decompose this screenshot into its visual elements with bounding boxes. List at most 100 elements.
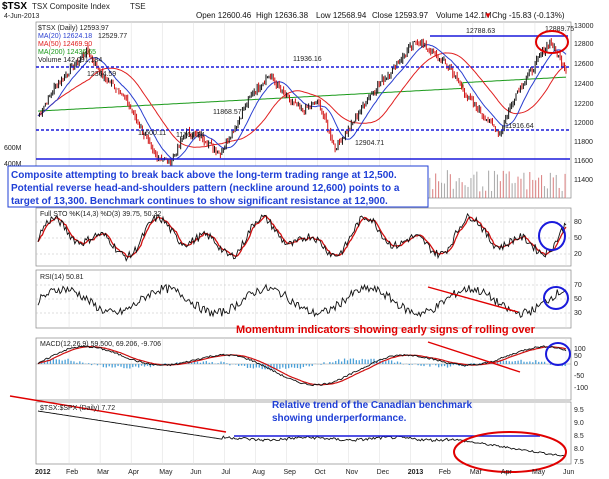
volume-bar [435, 173, 437, 198]
macd-hist-bar [88, 363, 90, 364]
macd-hist-bar [396, 361, 399, 364]
macd-hist-bar [58, 359, 60, 364]
macd-legend: MACD(12,26,9) 59.500, 69.206, -9.706 [40, 341, 161, 348]
macd-hist-bar [90, 364, 93, 366]
macd-hist-bar [61, 360, 63, 364]
macd-hist-bar [285, 364, 287, 369]
macd-hist-bar [361, 358, 363, 364]
macd-hist-bar [511, 361, 513, 364]
macd-hist-bar [282, 364, 284, 368]
volume-bar [526, 189, 528, 198]
sto-tick-50: 50 [574, 235, 582, 242]
legend-price: $TSX (Daily) 12593.97 [38, 25, 109, 32]
xtick-apr: Apr [501, 469, 513, 476]
xtick-2012: 2012 [35, 469, 51, 476]
macd-hist-bar [290, 364, 293, 368]
macd-hist-bar [220, 361, 222, 364]
macd-hist-bar [514, 361, 516, 364]
macd-hist-bar [70, 360, 72, 364]
volume-bar [517, 176, 519, 198]
macd-hist-bar [446, 364, 449, 368]
ratio-tick-80: 8.0 [574, 446, 584, 453]
macd-hist-bar [399, 362, 402, 364]
volume-bar [561, 190, 563, 198]
macd-hist-bar [329, 361, 331, 364]
volume-bar [440, 182, 443, 198]
macd-hist-bar [246, 364, 249, 368]
macd-hist-bar [226, 363, 228, 364]
ma50-line [37, 52, 567, 148]
xtick-jun: Jun [190, 469, 201, 476]
rsi-tick-50: 50 [574, 296, 582, 303]
legend-ma50: MA(50) 12469.90 [38, 41, 92, 48]
annotation-12529: 11936.16 [293, 56, 322, 63]
volume-bar [429, 177, 431, 198]
macd-hist-bar [199, 362, 202, 364]
note-line-2: Potential reverse head-and-shoulders pat… [11, 183, 400, 194]
volume-bar [535, 180, 537, 198]
macd-hist-bar [385, 361, 387, 364]
volume-bar [461, 182, 463, 198]
volume-bar [496, 174, 498, 198]
xtick-sep: Sep [283, 469, 296, 476]
ratio-note-line-1: Relative trend of the Canadian benchmark [272, 400, 472, 411]
macd-hist-bar [52, 359, 55, 364]
xtick-mar: Mar [97, 469, 110, 476]
ma20-line [37, 44, 567, 160]
volume-bar [505, 173, 507, 198]
highlight-circle-price [535, 30, 569, 54]
volume-bar [446, 170, 448, 198]
macd-hist-bar [305, 364, 307, 366]
macd-hist-bar [196, 361, 199, 364]
macd-hist-bar [138, 364, 140, 368]
macd-hist-bar [355, 360, 357, 364]
macd-hist-bar [208, 362, 210, 364]
x-axis: 2012 Feb Mar Apr May Jun Jul Aug Sep Oct Nov Dec 201… [35, 469, 574, 476]
macd-hist-bar [408, 364, 410, 366]
macd-hist-bar [240, 364, 243, 366]
rsi-tick-70: 70 [574, 282, 582, 289]
annotation-12364: 12364.59 [87, 71, 116, 78]
volume-bar [482, 186, 484, 198]
macd-hist-bar [73, 361, 75, 364]
macd-hist-bar [349, 358, 352, 364]
rsi-grid [36, 284, 571, 314]
note-box: Composite attempting to break back above… [7, 165, 429, 208]
ytick-11800: 11800 [574, 139, 593, 146]
ytick-12400: 12400 [574, 81, 594, 88]
macd-hist-bar [335, 360, 337, 364]
volume-bar [464, 185, 466, 198]
macd-hist-bar [473, 363, 475, 364]
macd-hist-bar [105, 364, 107, 368]
macd-hist-bar [411, 364, 413, 365]
macd-hist-bar [549, 364, 552, 365]
macd-hist-bar [417, 364, 419, 366]
macd-hist-bar [235, 364, 237, 365]
macd-hist-bar [117, 364, 119, 367]
macd-hist-bar [252, 364, 255, 369]
volume-bar [532, 179, 534, 198]
macd-hist-bar [505, 360, 507, 364]
macd-hist-bar [146, 364, 149, 366]
macd-hist-bar [340, 361, 343, 364]
ma200-line [37, 76, 567, 112]
xtick-dec: Dec [377, 469, 390, 476]
macd-hist-bar [382, 360, 384, 364]
macd-hist-bar [126, 364, 128, 369]
ytick-12800: 12800 [574, 41, 594, 48]
macd-hist-bar [517, 360, 519, 364]
vol-tick-600m: 600M [4, 145, 22, 152]
macd-hist-bar [243, 364, 246, 366]
volume-bar [452, 188, 454, 198]
macd-hist-bar [217, 363, 219, 364]
macd-hist-bar [532, 362, 534, 364]
macd-hist-bar [358, 360, 360, 364]
macd-hist-bar [320, 364, 322, 365]
ratio-panel [35, 401, 572, 465]
xtick-oct: Oct [315, 469, 326, 476]
macd-hist-bar [229, 364, 231, 366]
sto-highlight-circle [538, 221, 566, 251]
macd-hist-bar [67, 358, 69, 364]
macd-hist-bar [452, 364, 455, 366]
macd-hist-bar [343, 358, 346, 364]
